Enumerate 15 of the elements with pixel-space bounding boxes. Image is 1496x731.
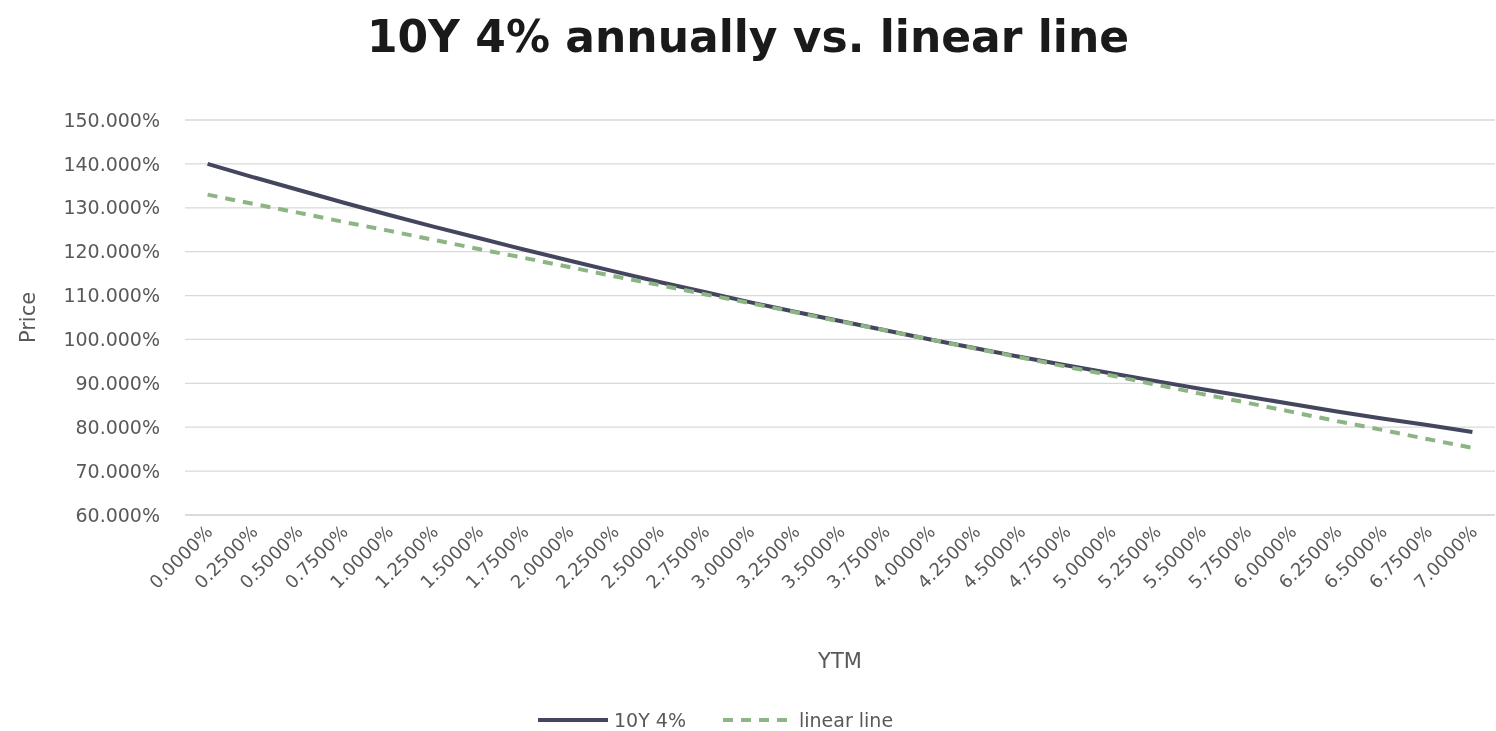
y-tick-label: 110.000% xyxy=(63,284,160,307)
chart-title: 10Y 4% annually vs. linear line xyxy=(366,11,1130,62)
x-axis-title: YTM xyxy=(817,649,862,673)
y-tick-label: 140.000% xyxy=(63,152,160,175)
y-tick-label: 90.000% xyxy=(75,371,160,394)
legend-label: linear line xyxy=(799,708,894,731)
legend-label: 10Y 4% xyxy=(614,708,686,731)
y-tick-label: 60.000% xyxy=(75,503,160,526)
y-tick-label: 150.000% xyxy=(63,108,160,131)
y-axis-title: Price xyxy=(16,291,40,344)
y-tick-label: 70.000% xyxy=(75,459,160,482)
y-tick-label: 80.000% xyxy=(75,415,160,438)
y-tick-label: 120.000% xyxy=(63,240,160,263)
y-tick-label: 130.000% xyxy=(63,196,160,219)
y-tick-label: 100.000% xyxy=(63,328,160,351)
